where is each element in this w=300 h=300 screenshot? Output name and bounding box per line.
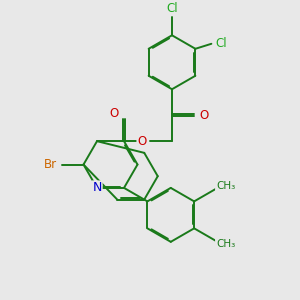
- Text: Br: Br: [44, 158, 57, 171]
- Text: Cl: Cl: [216, 37, 227, 50]
- Text: Cl: Cl: [166, 2, 178, 15]
- Text: N: N: [92, 182, 102, 194]
- Text: CH₃: CH₃: [216, 239, 235, 249]
- Text: O: O: [137, 135, 147, 148]
- Text: O: O: [110, 107, 118, 120]
- Text: O: O: [200, 109, 208, 122]
- Text: CH₃: CH₃: [216, 181, 235, 191]
